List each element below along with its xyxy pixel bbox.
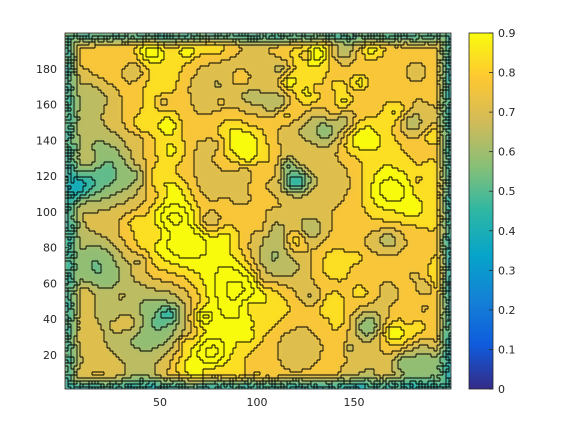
colorbar-tick-label: 0.7 xyxy=(498,106,516,119)
y-tick-label: 20 xyxy=(43,349,57,362)
contour-line xyxy=(65,33,451,389)
colorbar-tick-label: 0.4 xyxy=(498,225,516,238)
colorbar-tick-label: 0.6 xyxy=(498,146,516,159)
contour-lines xyxy=(65,33,451,389)
colorbar-tick-label: 0.5 xyxy=(498,185,516,198)
y-tick-label: 80 xyxy=(43,242,57,255)
colorbar-ticks: 0 0.1 0.2 0.3 0.4 0.5 0.6 0.7 0.8 0.9 xyxy=(489,27,516,396)
x-tick-label: 50 xyxy=(153,396,167,409)
colorbar-tick-label: 0.1 xyxy=(498,343,516,356)
colorbar-tick-label: 0.9 xyxy=(498,27,516,40)
colorbar-tick-label: 0.3 xyxy=(498,264,516,277)
x-axis: 50 100 150 xyxy=(153,33,365,409)
y-tick-label: 100 xyxy=(36,206,57,219)
y-axis: 20 40 60 80 100 120 140 160 180 xyxy=(36,63,451,362)
y-tick-label: 180 xyxy=(36,63,57,76)
colorbar-tick-label: 0.2 xyxy=(498,304,516,317)
colorbar: 0 0.1 0.2 0.3 0.4 0.5 0.6 0.7 0.8 0.9 xyxy=(468,27,516,396)
y-tick-label: 40 xyxy=(43,313,57,326)
x-tick-label: 100 xyxy=(247,396,268,409)
y-tick-label: 140 xyxy=(36,134,57,147)
contour-field xyxy=(65,33,451,389)
plot-area xyxy=(64,32,452,390)
y-tick-label: 60 xyxy=(43,277,57,290)
colorbar-gradient xyxy=(468,32,494,390)
y-tick-label: 160 xyxy=(36,99,57,112)
colorbar-tick-label: 0 xyxy=(498,383,505,396)
y-tick-label: 120 xyxy=(36,170,57,183)
colorbar-tick-label: 0.8 xyxy=(498,67,516,80)
contour-fill xyxy=(65,33,451,389)
x-tick-label: 150 xyxy=(344,396,365,409)
plot-frame xyxy=(64,32,452,390)
